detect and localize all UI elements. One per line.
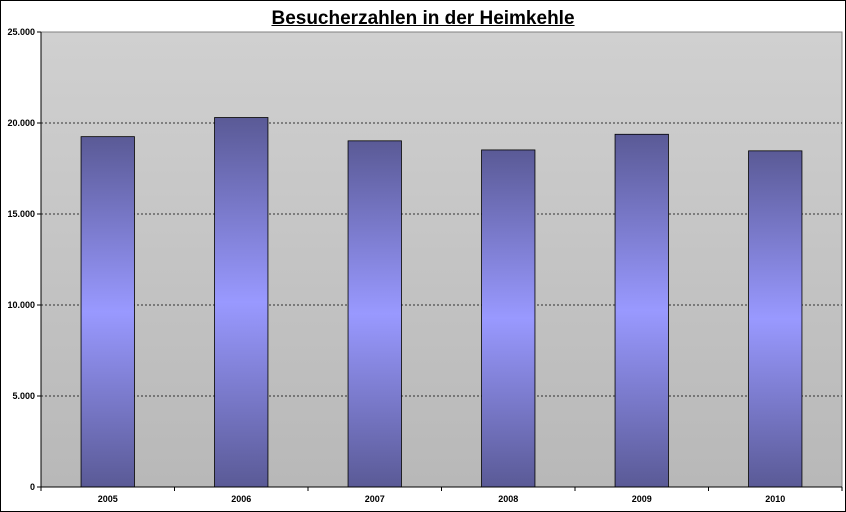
x-tick-label: 2008 (498, 494, 518, 504)
bar-2010 (748, 150, 803, 488)
bar-2008 (481, 149, 536, 488)
y-tick-label: 15.000 (7, 209, 35, 219)
y-tick-label: 25.000 (7, 27, 35, 37)
grid-lines (41, 122, 842, 397)
bars (80, 117, 803, 488)
y-tick-label: 10.000 (7, 300, 35, 310)
bar-2009 (614, 133, 669, 488)
y-tick-label: 20.000 (7, 118, 35, 128)
x-tick-label: 2005 (98, 494, 118, 504)
bar-2007 (347, 140, 402, 488)
x-tick-label: 2009 (632, 494, 652, 504)
x-tick-label: 2010 (765, 494, 785, 504)
x-tick-label: 2006 (231, 494, 251, 504)
bar-2006 (214, 117, 269, 488)
plot-area (40, 31, 843, 488)
y-tick-label: 0 (30, 482, 35, 492)
x-tick-label: 2007 (365, 494, 385, 504)
bar-2005 (80, 136, 135, 488)
chart-title: Besucherzahlen in der Heimkehle (271, 8, 575, 29)
y-tick-label: 5.000 (12, 391, 35, 401)
axes: 0 5.000 10.000 15.000 20.000 25.000 2005 2006 20… (7, 27, 843, 504)
